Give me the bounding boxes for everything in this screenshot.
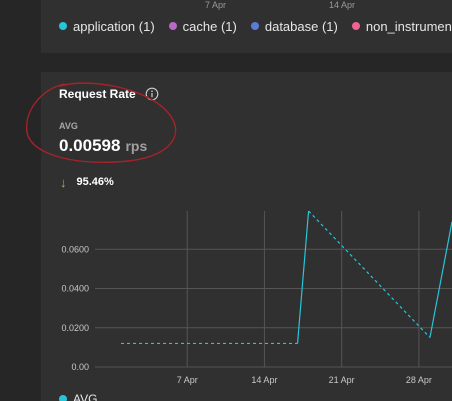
legend-item-non-instrumented[interactable]: non_instrumente: [351, 18, 452, 34]
x-tick-label: 28 Apr: [406, 375, 432, 385]
change-value: 95.46%: [76, 176, 114, 188]
y-tick-label: 0.0600: [61, 244, 89, 254]
x-tick-label: 21 Apr: [329, 375, 355, 385]
series-line-segment: [429, 221, 452, 338]
legend-item-database[interactable]: database (1): [250, 18, 338, 34]
y-tick-label: 0.00: [71, 362, 89, 372]
x-tick-label: 14 Apr: [251, 375, 277, 385]
legend-dot-icon: [351, 22, 360, 30]
legend-label: non_instrumente: [365, 18, 452, 34]
series-line-segment: [308, 210, 431, 338]
top-axis-label: 14 Apr: [329, 0, 356, 10]
y-tick-label: 0.0200: [61, 323, 89, 333]
legend-label: cache (1): [182, 18, 237, 34]
legend-dot-icon: [59, 22, 67, 30]
series-line-segment: [296, 210, 310, 344]
chart-legend: AVG: [59, 392, 97, 401]
legend-dot-icon: [250, 22, 259, 30]
y-tick-label: 0.0400: [61, 284, 89, 294]
legend-dot-icon: [59, 395, 67, 401]
legend-label: database (1): [264, 18, 338, 34]
legend-item-application[interactable]: application (1): [59, 19, 155, 34]
top-axis-label: 7 Apr: [205, 0, 227, 10]
change-indicator: ↓ 95.46%: [60, 174, 114, 190]
left-sidebar-strip: [0, 0, 41, 401]
top-chart-panel: 7 Apr 14 Apr: [41, 0, 452, 53]
legend-dot-icon: [168, 22, 177, 30]
legend-item-cache[interactable]: cache (1): [168, 18, 237, 34]
top-legend: application (1) cache (1) database (1) n…: [59, 17, 452, 35]
x-tick-label: 7 Apr: [177, 375, 198, 385]
legend-label: application (1): [73, 18, 155, 34]
legend-label[interactable]: AVG: [73, 392, 98, 401]
arrow-down-icon: ↓: [60, 174, 67, 190]
